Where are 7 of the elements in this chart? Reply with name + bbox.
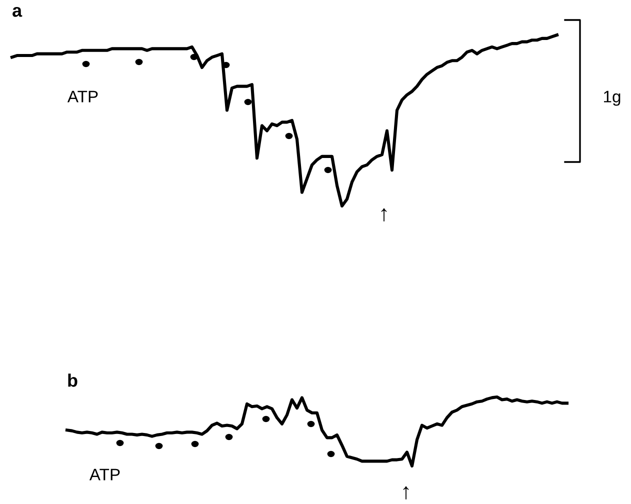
text: 1g (604, 90, 620, 106)
annotation: ATP (67, 90, 98, 102)
text: ATP (89, 468, 120, 480)
chart-title: b (68, 374, 78, 387)
chart-title: a (12, 6, 22, 17)
text: ↑ (381, 208, 387, 222)
text: ↑ (403, 486, 409, 500)
